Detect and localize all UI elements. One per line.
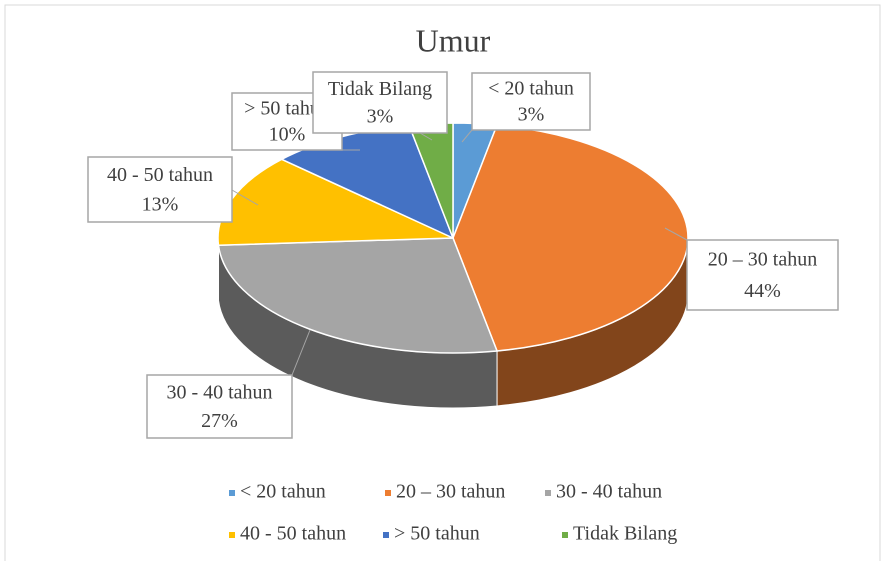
leader-line	[461, 129, 473, 143]
leader-line	[291, 329, 311, 376]
legend-label: > 50 tahun	[394, 523, 480, 545]
label-category: > 50 tahun	[244, 98, 330, 120]
legend-label: 30 - 40 tahun	[556, 481, 662, 503]
label-box	[471, 72, 591, 131]
legend-swatch	[383, 532, 389, 538]
leader-line	[664, 227, 688, 241]
legend-swatch	[229, 532, 235, 538]
legend-swatch	[562, 532, 568, 538]
label-box	[312, 71, 448, 134]
data-label: 10%	[269, 123, 306, 145]
legend: < 20 tahun 20 – 30 tahun 30 - 40 tahun 40 -…	[229, 481, 677, 545]
slice	[217, 237, 499, 354]
label-box	[87, 156, 233, 223]
label-category: 30 - 40 tahun	[166, 381, 272, 403]
label-category: < 20 tahun	[488, 78, 574, 100]
legend-label: 20 – 30 tahun	[396, 481, 505, 503]
label-category: Tidak Bilang	[328, 78, 432, 100]
data-labels: > 50 tahun 10% Tidak Bilang 3% < 20 tahun 3% 2…	[87, 71, 839, 439]
data-label: 44%	[744, 280, 781, 302]
label-category: 20 – 30 tahun	[708, 249, 817, 271]
legend-label: < 20 tahun	[240, 481, 326, 503]
legend-swatch	[229, 490, 235, 496]
leader-line	[419, 132, 433, 141]
data-label: 13%	[142, 193, 179, 215]
label-box	[686, 239, 839, 311]
slice	[452, 124, 689, 352]
data-label: 3%	[367, 105, 394, 127]
label-category: 40 - 50 tahun	[107, 164, 213, 186]
label-box	[146, 374, 293, 439]
legend-label: Tidak Bilang	[573, 523, 677, 545]
data-label: 27%	[201, 410, 238, 432]
legend-swatch	[385, 490, 391, 496]
legend-label: 40 - 50 tahun	[240, 523, 346, 545]
chart-title: Umur	[416, 22, 491, 58]
pie	[217, 122, 689, 409]
leader-line	[231, 189, 259, 206]
legend-swatch	[545, 490, 551, 496]
data-label: 3%	[518, 103, 545, 125]
